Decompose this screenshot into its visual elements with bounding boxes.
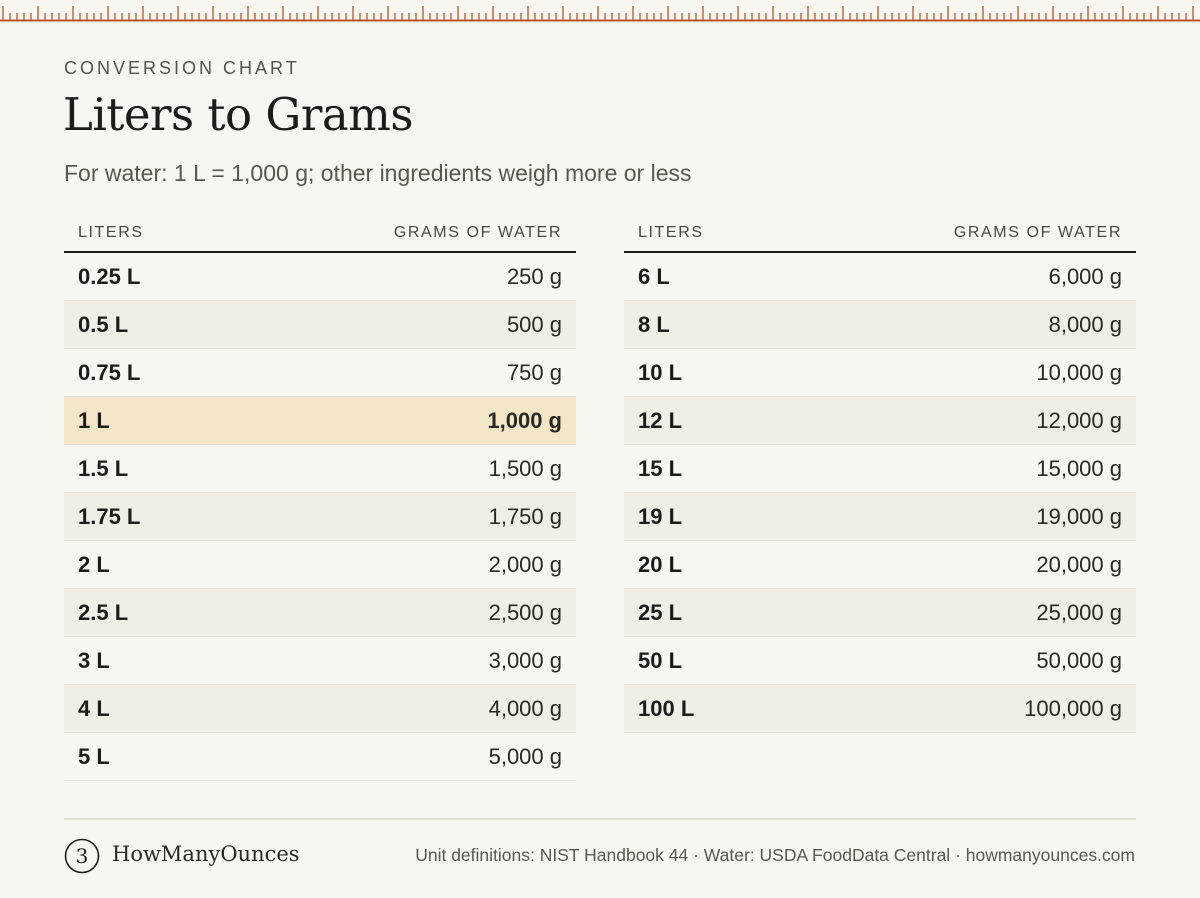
table-row: 0.75 L 750 g	[64, 349, 576, 397]
table-row: 4 L 4,000 g	[64, 685, 576, 733]
cell-grams: 25,000 g	[1036, 599, 1122, 625]
table-row: 5 L 5,000 g	[64, 733, 576, 781]
table-row: 15 L 15,000 g	[624, 445, 1136, 493]
cell-liters: 0.5 L	[78, 311, 129, 337]
page-subtitle: For water: 1 L = 1,000 g; other ingredie…	[64, 160, 692, 186]
cell-grams: 750 g	[506, 359, 562, 385]
cell-grams: 1,500 g	[488, 455, 562, 481]
column-header-liters: LITERS	[78, 223, 144, 241]
brand-name: HowManyOunces	[112, 842, 300, 866]
logo-glyph: 3	[76, 844, 89, 868]
cell-liters: 19 L	[638, 503, 683, 529]
cell-liters: 1.5 L	[78, 455, 129, 481]
cell-grams: 250 g	[506, 263, 562, 289]
cell-grams: 2,500 g	[488, 599, 562, 625]
table-row: 3 L 3,000 g	[64, 637, 576, 685]
cell-grams: 1,750 g	[488, 503, 562, 529]
cell-grams: 50,000 g	[1036, 647, 1122, 673]
cell-grams: 10,000 g	[1036, 359, 1122, 385]
conversion-table-right: LITERS GRAMS OF WATER 6 L 6,000 g 8 L 8,000…	[624, 214, 1136, 733]
cell-liters: 5 L	[78, 743, 110, 769]
cell-liters: 4 L	[78, 695, 110, 721]
cell-grams: 5,000 g	[488, 743, 562, 769]
column-header-grams: GRAMS OF WATER	[393, 223, 562, 241]
table-header: LITERS GRAMS OF WATER	[624, 214, 1136, 253]
cell-grams: 8,000 g	[1048, 311, 1122, 337]
ruler-decoration	[0, 6, 1200, 22]
cell-liters: 10 L	[638, 359, 683, 385]
cell-liters: 6 L	[638, 263, 670, 289]
table-row: 20 L 20,000 g	[624, 541, 1136, 589]
cell-grams: 500 g	[506, 311, 562, 337]
cell-liters: 25 L	[638, 599, 683, 625]
table-row: 8 L 8,000 g	[624, 301, 1136, 349]
table-row: 50 L 50,000 g	[624, 637, 1136, 685]
table-row: 10 L 10,000 g	[624, 349, 1136, 397]
page-title: Liters to Grams	[63, 88, 413, 141]
cell-grams: 12,000 g	[1036, 407, 1122, 433]
table-row: 12 L 12,000 g	[624, 397, 1136, 445]
column-header-liters: LITERS	[638, 223, 704, 241]
cell-liters: 3 L	[78, 647, 110, 673]
cell-grams: 3,000 g	[488, 647, 562, 673]
cell-liters: 15 L	[638, 455, 683, 481]
cell-grams: 2,000 g	[488, 551, 562, 577]
cell-grams: 19,000 g	[1036, 503, 1122, 529]
cell-liters: 2 L	[78, 551, 110, 577]
table-header: LITERS GRAMS OF WATER	[64, 214, 576, 253]
eyebrow-label: CONVERSION CHART	[64, 58, 300, 78]
cell-grams: 100,000 g	[1024, 695, 1122, 721]
cell-grams: 6,000 g	[1048, 263, 1122, 289]
cell-liters: 12 L	[638, 407, 683, 433]
table-row: 25 L 25,000 g	[624, 589, 1136, 637]
sources-credit: Unit definitions: NIST Handbook 44 · Wat…	[415, 845, 1135, 865]
cell-liters: 1 L	[78, 407, 110, 433]
numeral-3-circle-logo-icon: 3	[64, 838, 100, 874]
cell-liters: 0.25 L	[78, 263, 141, 289]
table-row: 19 L 19,000 g	[624, 493, 1136, 541]
cell-liters: 100 L	[638, 695, 695, 721]
cell-grams: 4,000 g	[488, 695, 562, 721]
table-row: 0.5 L 500 g	[64, 301, 576, 349]
cell-liters: 20 L	[638, 551, 683, 577]
cell-grams: 20,000 g	[1036, 551, 1122, 577]
table-row-highlighted: 1 L 1,000 g	[64, 397, 576, 445]
table-row: 2 L 2,000 g	[64, 541, 576, 589]
table-row: 6 L 6,000 g	[624, 253, 1136, 301]
table-row: 0.25 L 250 g	[64, 253, 576, 301]
table-row: 2.5 L 2,500 g	[64, 589, 576, 637]
table-body: 0.25 L 250 g 0.5 L 500 g 0.75 L 750 g 1 L 1,000…	[64, 253, 576, 781]
table-row: 100 L 100,000 g	[624, 685, 1136, 733]
table-row: 1.5 L 1,500 g	[64, 445, 576, 493]
cell-liters: 0.75 L	[78, 359, 141, 385]
table-row: 1.75 L 1,750 g	[64, 493, 576, 541]
conversion-table-left: LITERS GRAMS OF WATER 0.25 L 250 g 0.5 L 50…	[64, 214, 576, 781]
cell-liters: 2.5 L	[78, 599, 129, 625]
cell-liters: 50 L	[638, 647, 683, 673]
cell-grams: 1,000 g	[487, 407, 562, 433]
cell-liters: 8 L	[638, 311, 670, 337]
column-header-grams: GRAMS OF WATER	[953, 223, 1122, 241]
footer-divider	[64, 818, 1136, 820]
cell-liters: 1.75 L	[78, 503, 141, 529]
table-body: 6 L 6,000 g 8 L 8,000 g 10 L 10,000 g 12 L 12,0…	[624, 253, 1136, 733]
cell-grams: 15,000 g	[1036, 455, 1122, 481]
